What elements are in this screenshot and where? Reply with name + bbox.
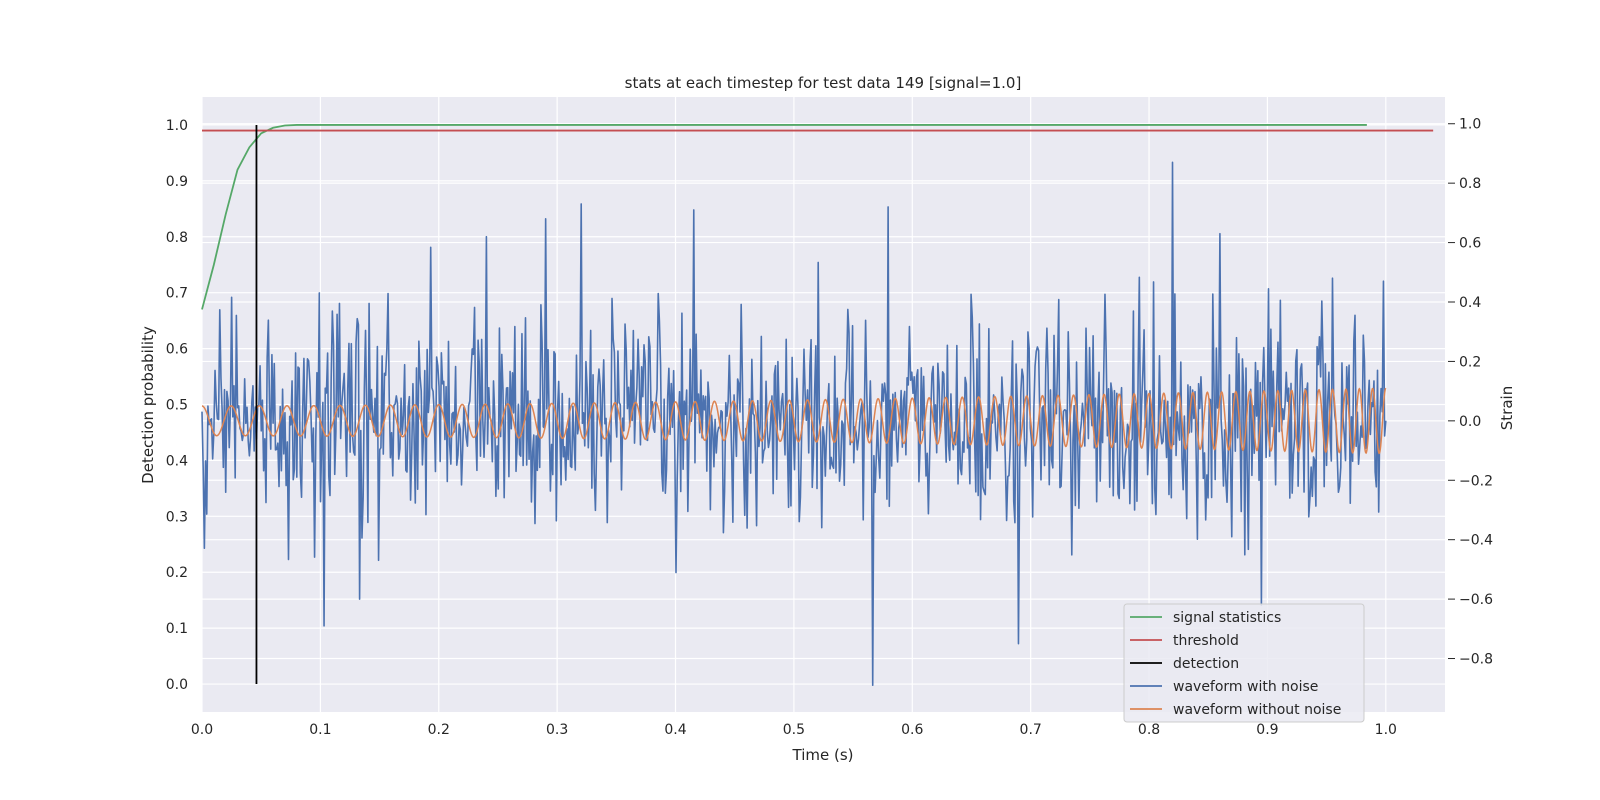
legend-label-waveform-with-noise: waveform with noise: [1173, 679, 1318, 695]
y-tick-label: 1.0: [166, 118, 188, 134]
y-tick-label: 0.4: [166, 453, 188, 469]
x-tick-label: 0.6: [901, 722, 923, 738]
y-tick-label: 0.8: [166, 230, 188, 246]
legend: signal statistics threshold detection wa…: [1123, 603, 1365, 723]
y-tick-label: 0.2: [166, 565, 188, 581]
x-tick-label: 0.7: [1020, 722, 1042, 738]
x-tick-label: 0.0: [191, 722, 213, 738]
y2-tick-label: −0.2: [1459, 473, 1493, 489]
x-tick-label: 0.1: [309, 722, 331, 738]
y2-tick-label: −0.8: [1459, 652, 1493, 668]
x-axis-label: Time (s): [792, 746, 854, 764]
legend-label-signal-statistics: signal statistics: [1173, 610, 1281, 626]
chart-title: stats at each timestep for test data 149…: [625, 74, 1022, 92]
y2-ticks: −0.8 −0.6 −0.4 −0.2 0.0 0.2 0.4 0.6 0.8 1.0: [1448, 117, 1493, 668]
y-tick-label: 0.7: [166, 286, 188, 302]
y2-tick-label: 0.4: [1459, 295, 1481, 311]
x-tick-label: 0.4: [664, 722, 686, 738]
y-tick-label: 0.6: [166, 342, 188, 358]
x-tick-label: 0.9: [1256, 722, 1278, 738]
y2-axis-label: Strain: [1498, 386, 1516, 430]
series-signal-statistics: [201, 124, 1367, 310]
series-waveform-without-noise: [201, 387, 1387, 455]
x-tick-label: 0.2: [428, 722, 450, 738]
legend-label-detection: detection: [1173, 656, 1239, 672]
y2-tick-label: 0.8: [1459, 176, 1481, 192]
y2-tick-label: 1.0: [1459, 117, 1481, 133]
y-tick-label: 0.3: [166, 509, 188, 525]
y-tick-label: 0.9: [166, 174, 188, 190]
x-tick-label: 0.3: [546, 722, 568, 738]
y2-tick-label: 0.2: [1459, 354, 1481, 370]
y2-tick-label: −0.4: [1459, 533, 1493, 549]
y-tick-label: 0.1: [166, 621, 188, 637]
legend-box: [1123, 603, 1365, 723]
y-ticks: 0.0 0.1 0.2 0.3 0.4 0.5 0.6 0.7 0.8 0.9 1.0: [166, 118, 188, 693]
y2-tick-label: −0.6: [1459, 592, 1493, 608]
y-tick-label: 0.0: [166, 677, 188, 693]
y-tick-label: 0.5: [166, 398, 188, 414]
y2-tick-label: 0.0: [1459, 414, 1481, 430]
x-tick-label: 1.0: [1375, 722, 1397, 738]
legend-label-waveform-without-noise: waveform without noise: [1173, 702, 1341, 718]
x-tick-label: 0.5: [783, 722, 805, 738]
x-ticks: 0.0 0.1 0.2 0.3 0.4 0.5 0.6 0.7 0.8 0.9 1.0: [191, 722, 1397, 738]
series-layer: [201, 124, 1434, 687]
y-axis-label: Detection probability: [139, 326, 157, 484]
series-waveform-with-noise: [201, 161, 1387, 687]
legend-label-threshold: threshold: [1173, 633, 1239, 649]
x-tick-label: 0.8: [1138, 722, 1160, 738]
y2-tick-label: 0.6: [1459, 236, 1481, 252]
